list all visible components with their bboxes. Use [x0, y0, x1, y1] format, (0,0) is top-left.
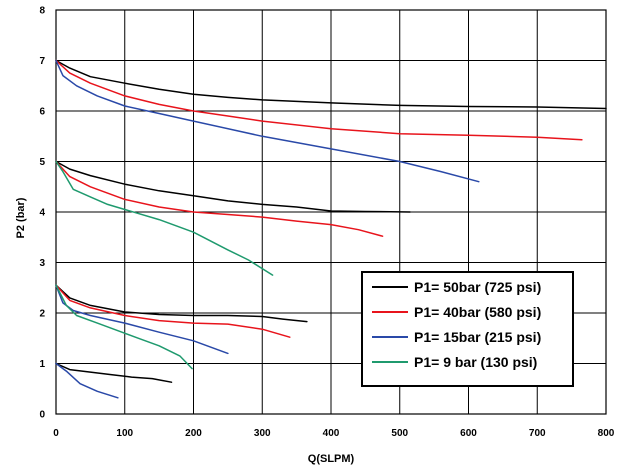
- x-tick-label: 0: [53, 428, 59, 439]
- y-tick-label: 2: [39, 309, 45, 320]
- x-tick-label: 200: [185, 428, 202, 439]
- x-axis-title: Q(SLPM): [308, 453, 355, 465]
- x-tick-label: 100: [116, 428, 133, 439]
- x-tick-label: 400: [323, 428, 340, 439]
- series-line-2: [55, 59, 583, 141]
- y-tick-label: 4: [39, 208, 45, 219]
- x-tick-label: 700: [529, 428, 546, 439]
- series-line-3: [55, 59, 480, 183]
- y-tick-labels: 0 1 2 3 4 5 6 7 8: [39, 6, 45, 421]
- y-tick-label: 6: [39, 107, 45, 118]
- series-line-9: [55, 284, 229, 355]
- series-line-8: [55, 284, 291, 338]
- x-tick-label: 600: [460, 428, 477, 439]
- y-tick-label: 8: [39, 6, 45, 17]
- legend-box: [361, 271, 574, 387]
- y-tick-label: 3: [39, 258, 45, 269]
- y-tick-label: 0: [39, 410, 45, 421]
- x-tick-label: 300: [254, 428, 271, 439]
- series-line-4: [55, 160, 411, 213]
- legend-label: P1= 40bar (580 psi): [414, 304, 541, 320]
- series-line-6: [55, 160, 274, 276]
- series-line-10: [55, 284, 193, 370]
- x-tick-label: 500: [391, 428, 408, 439]
- series-line-12: [55, 362, 119, 399]
- legend-label: P1= 15bar (215 psi): [414, 329, 541, 345]
- x-tick-label: 800: [598, 428, 615, 439]
- y-tick-label: 7: [39, 56, 45, 67]
- series-line-5: [55, 160, 384, 237]
- y-tick-label: 1: [39, 359, 45, 370]
- plot-frame: [55, 9, 607, 415]
- y-tick-label: 5: [39, 157, 45, 168]
- series-lines: [55, 59, 607, 399]
- legend: P1= 50bar (725 psi) P1= 40bar (580 psi) P1…: [361, 271, 574, 387]
- series-line-1: [55, 59, 607, 110]
- series-line-7: [55, 284, 308, 323]
- x-tick-labels: 0 100 200 300 400 500 600 700 800: [53, 428, 615, 439]
- y-axis-title: P2 (bar): [15, 197, 27, 238]
- series-line-11: [55, 362, 173, 383]
- legend-label: P1= 9 bar (130 psi): [414, 354, 537, 370]
- legend-label: P1= 50bar (725 psi): [414, 279, 541, 295]
